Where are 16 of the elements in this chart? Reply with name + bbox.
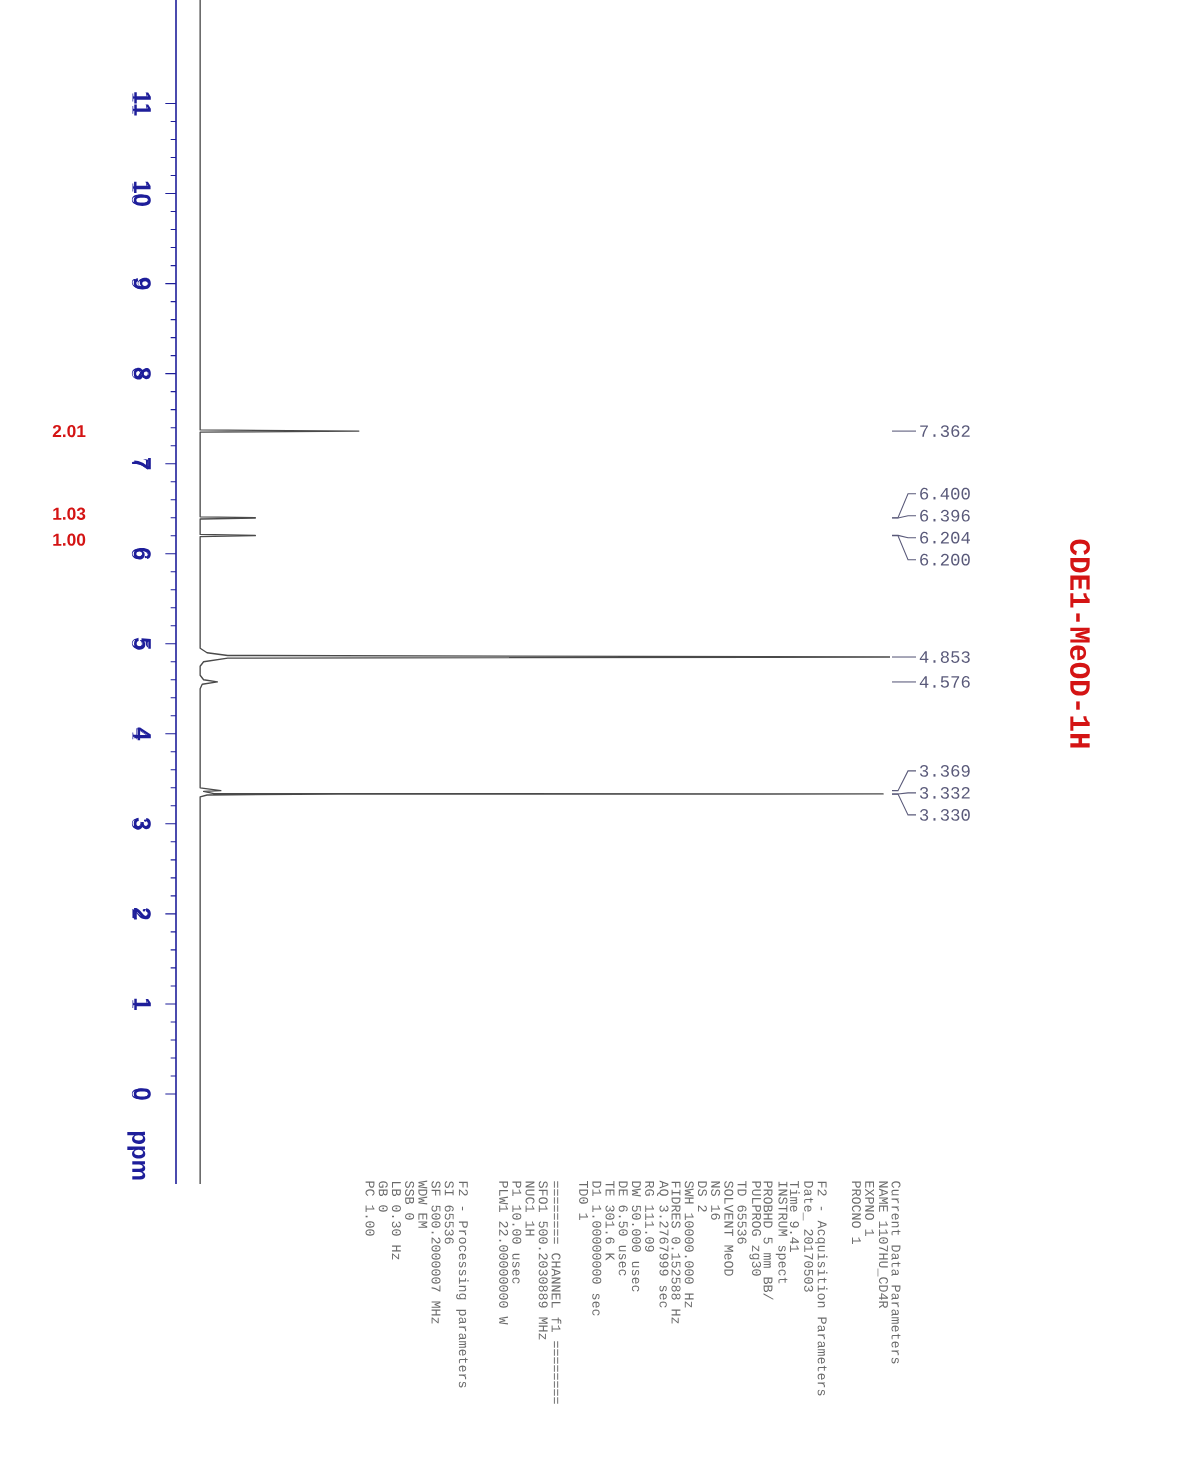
text: 6.200 [920, 553, 970, 566]
text: 6.396 [920, 509, 970, 522]
text: 3.330 [919, 809, 970, 821]
text: 2.01 [52, 424, 86, 438]
text: 4.853 [919, 651, 970, 663]
text: 3.369 [919, 765, 970, 777]
y-axis-title: ppm [127, 1131, 146, 1180]
text: 1.03 [53, 507, 86, 520]
text: 6.400 [920, 487, 970, 500]
y-tick-label: 2 [132, 908, 149, 919]
text: CDE1-MeOD-1H [1070, 539, 1090, 748]
text: 6.204 [920, 531, 970, 544]
text: 4.576 [919, 676, 970, 688]
text: 3.332 [919, 787, 970, 799]
text: 7.362 [920, 425, 970, 437]
text: 1.00 [53, 533, 86, 546]
